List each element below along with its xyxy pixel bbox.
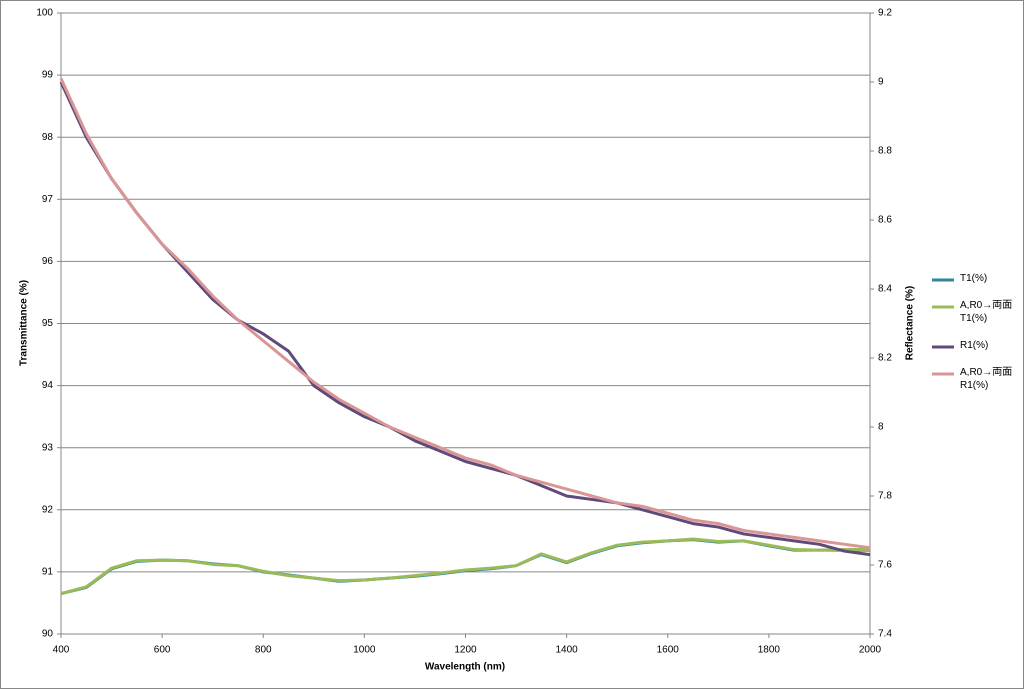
y2-tick-label: 7.4 [878,629,892,640]
y2-tick-label: 9.2 [878,8,892,19]
y2-tick-label: 8.6 [878,215,892,226]
series-line [59,81,871,557]
y2-tick-label: 9 [878,77,884,88]
y-tick-label: 90 [42,629,54,640]
x-tick-label: 1400 [556,645,579,656]
y2-tick-label: 8.2 [878,353,892,364]
x-tick-label: 400 [53,645,70,656]
legend-swatch [932,305,954,309]
legend: T1(%) A,R0→両面T1(%) R1(%) A,R0→両面R1(%) [930,272,1020,406]
y-tick-label: 96 [42,256,54,267]
legend-item: R1(%) [930,339,1016,352]
y2-tick-label: 7.8 [878,491,892,502]
y-tick-label: 97 [42,194,54,205]
series-line [60,537,870,596]
legend-label: A,R0→両面R1(%) [960,367,1013,391]
series-line [59,77,871,550]
x-tick-label: 1800 [758,645,781,656]
y-tick-label: 95 [42,318,54,329]
legend-swatch [932,372,954,376]
legend-label: A,R0→両面T1(%) [960,300,1013,324]
y-tick-label: 100 [36,8,53,19]
y2-tick-label: 8.8 [878,146,892,157]
x-tick-label: 800 [255,645,272,656]
legend-item: A,R0→両面T1(%) [930,299,1016,325]
legend-label: R1(%) [960,340,989,351]
y2-tick-label: 8.4 [878,284,892,295]
y2-tick-label: 8 [878,422,884,433]
y-tick-label: 99 [42,70,54,81]
x-axis-title: Wavelength (nm) [425,662,505,673]
y2-tick-label: 7.6 [878,560,892,571]
legend-swatch [932,345,954,349]
y2-axis-title: Reflectance (%) [905,286,916,360]
x-tick-label: 1000 [353,645,376,656]
x-tick-label: 1600 [657,645,680,656]
y-tick-label: 93 [42,442,54,453]
x-tick-label: 2000 [859,645,882,656]
x-tick-label: 600 [154,645,171,656]
legend-item: A,R0→両面R1(%) [930,366,1016,392]
y-tick-label: 92 [42,504,54,515]
y-tick-label: 91 [42,567,54,578]
x-tick-label: 1200 [454,645,477,656]
legend-swatch [932,278,954,282]
series-line [60,538,870,596]
legend-label: T1(%) [960,273,988,284]
plot-area [60,12,871,635]
y-tick-label: 94 [42,380,54,391]
y-axis-title: Transmittance (%) [19,280,30,366]
legend-item: T1(%) [930,272,1016,285]
y-tick-label: 98 [42,132,54,143]
